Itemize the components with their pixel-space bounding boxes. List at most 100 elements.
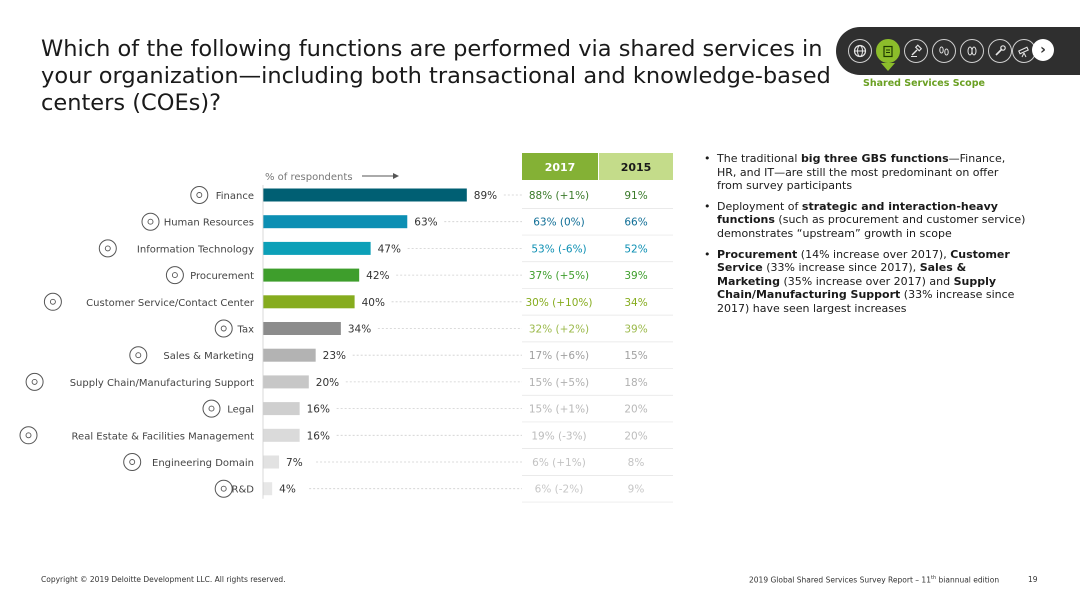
chart-row: Sales & Marketing 23% 17% (+6%) 15% — [129, 346, 673, 369]
page-number: 19 — [1028, 575, 1038, 584]
people-icon-ring — [141, 212, 160, 231]
gavel-icon — [202, 399, 221, 418]
percent-icon-glyph — [220, 325, 227, 332]
table-cell-2015: 15% — [624, 350, 647, 362]
chart-row: R&D 4% 6% (-2%) 9% — [214, 479, 673, 503]
key-findings: The traditional big three GBS functions—… — [704, 152, 1026, 323]
procurement-icon — [165, 266, 184, 285]
category-label: Engineering Domain — [152, 458, 254, 469]
bar-value-label: 16% — [307, 430, 330, 442]
chart-row: Engineering Domain 7% 6% (+1%) 8% — [123, 453, 673, 476]
globe-icon[interactable] — [848, 39, 872, 63]
category-label: Supply Chain/Manufacturing Support — [70, 378, 254, 389]
report-title: 2019 Global Shared Services Survey Repor… — [749, 575, 999, 585]
finding-bullet: Procurement (14% increase over 2017), Cu… — [704, 248, 1026, 316]
chart-row: Tax 34% 32% (+2%) 39% — [214, 319, 673, 343]
table-cell-2017: 88% (+1%) — [529, 190, 589, 202]
page-title: Which of the following functions are per… — [41, 36, 831, 116]
finding-emphasis: Sales & Marketing — [717, 261, 967, 288]
chart-row: Human Resources 63% 63% (0%) 66% — [141, 212, 673, 236]
table-header-cell-2017 — [522, 153, 598, 180]
finding-text: The traditional — [717, 152, 801, 165]
table-cell-2015: 18% — [624, 377, 647, 389]
report-title-suffix: biannual edition — [936, 575, 1000, 585]
dollar-icon — [190, 186, 209, 204]
chart-row: Real Estate & Facilities Management 16% 19… — [19, 426, 673, 449]
hardhat-icon — [123, 453, 142, 471]
bar-value-label: 34% — [348, 324, 371, 336]
procurement-icon-ring — [165, 266, 184, 285]
category-label: Human Resources — [164, 218, 254, 229]
bar-value-label: 4% — [279, 484, 296, 496]
chart-row: Procurement 42% 37% (+5%) 39% — [165, 266, 673, 289]
report-title-sup: th — [930, 575, 937, 581]
table-cell-2015: 20% — [624, 404, 647, 416]
table-cell-2017: 17% (+6%) — [529, 350, 589, 362]
table-cell-2017: 6% (-2%) — [535, 484, 584, 496]
next-arrow-button[interactable]: › — [1032, 39, 1054, 61]
people-icon — [141, 212, 160, 231]
finding-emphasis: strategic and interaction-heavy function… — [717, 199, 998, 227]
bar — [263, 348, 316, 362]
table-cell-2015: 66% — [624, 217, 647, 229]
bar-value-label: 63% — [414, 217, 437, 229]
bar — [263, 215, 408, 229]
finding-emphasis: Procurement — [717, 247, 798, 261]
table-cell-2015: 8% — [628, 457, 645, 469]
bar — [263, 482, 273, 496]
supply-chain-icon — [25, 372, 44, 391]
chart-row: Legal 16% 15% (+1%) 20% — [202, 399, 673, 423]
chevron-right-icon: › — [1040, 42, 1046, 58]
hardhat-icon-ring — [123, 453, 142, 471]
category-label: R&D — [232, 485, 255, 496]
bar-value-label: 16% — [307, 404, 330, 416]
finding-text: (35% increase over 2017) and — [780, 274, 954, 288]
table-cell-2017: 63% (0%) — [533, 217, 585, 229]
table-cell-2017: 6% (+1%) — [532, 457, 586, 469]
category-label: Information Technology — [137, 244, 254, 255]
table-cell-2015: 9% — [628, 484, 645, 496]
table-cell-2017: 37% (+5%) — [529, 270, 589, 282]
table-header-label: 2017 — [545, 161, 576, 174]
finding-text: (14% increase over 2017), — [797, 247, 951, 261]
table-cell-2017: 15% (+5%) — [529, 377, 589, 389]
rnd-icon — [214, 479, 233, 498]
percent-icon-ring — [214, 319, 233, 338]
thermometer-icon-glyph — [135, 352, 142, 359]
table-cell-2015: 52% — [624, 243, 647, 255]
bar — [263, 241, 371, 255]
rnd-icon-ring — [214, 479, 233, 498]
gavel-icon[interactable] — [904, 39, 928, 63]
category-label: Customer Service/Contact Center — [86, 298, 255, 309]
bar-value-label: 20% — [316, 377, 339, 389]
thermometer-icon — [129, 346, 148, 365]
finding-text: (33% increase since 2017) have seen larg… — [717, 288, 1015, 315]
lightbulb-icon[interactable] — [960, 39, 984, 63]
table-cell-2017: 32% (+2%) — [529, 324, 589, 336]
it-icon — [98, 239, 117, 258]
headset-icon — [43, 292, 62, 311]
headset-icon-ring — [43, 292, 62, 311]
category-label: Finance — [216, 191, 254, 202]
bar — [263, 322, 341, 335]
finding-emphasis: Supply Chain/Manufacturing Support — [717, 274, 997, 302]
bar — [263, 375, 309, 389]
finding-text: Deployment of — [717, 199, 802, 213]
axis-note-arrow-head — [393, 173, 399, 179]
table-cell-2015: 39% — [624, 270, 647, 282]
table-header-label: 2015 — [621, 161, 652, 174]
gavel-icon-ring — [202, 399, 221, 418]
footprints-icon[interactable] — [932, 39, 956, 63]
telescope-icon[interactable] — [1012, 39, 1036, 63]
table-cell-2017: 19% (-3%) — [531, 430, 586, 442]
clipboard-icon[interactable] — [876, 39, 900, 63]
wrench-icon[interactable] — [988, 39, 1012, 63]
dollar-icon-glyph — [196, 192, 203, 198]
category-label: Sales & Marketing — [163, 351, 254, 362]
bar — [263, 428, 300, 442]
building-icon-ring — [19, 426, 38, 445]
bar-value-label: 89% — [474, 190, 497, 202]
bar-value-label: 40% — [362, 297, 385, 309]
table-cell-2015: 20% — [624, 430, 647, 442]
bar — [263, 188, 467, 202]
